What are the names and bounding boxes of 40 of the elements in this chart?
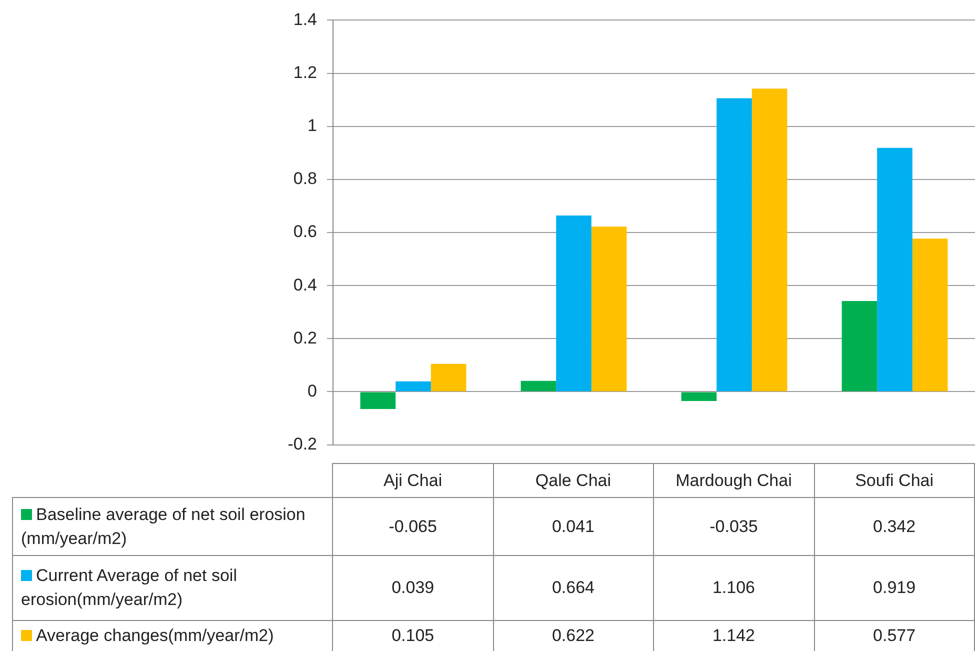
y-tick-label: 1	[308, 116, 317, 136]
bar	[520, 380, 556, 392]
legend-label: Current Average of net soil erosion(mm/year/m2)	[21, 566, 237, 609]
legend-label: Average changes(mm/year/m2)	[36, 626, 274, 645]
bar	[912, 238, 948, 392]
bar	[430, 364, 466, 392]
data-label: 0.039	[332, 556, 494, 620]
bar	[716, 98, 752, 392]
data-label: -0.065	[332, 498, 494, 556]
data-label: 1.142	[653, 620, 814, 651]
y-tick-label: 0	[308, 381, 317, 400]
bar	[396, 381, 431, 392]
data-label: -0.035	[653, 498, 814, 556]
bar	[877, 148, 912, 392]
y-tick-label: 0.4	[293, 275, 317, 294]
legend-label: Baseline average of net soil erosion (mm/year/m2)	[21, 504, 306, 548]
bar	[556, 216, 592, 392]
y-tick-label: 0.6	[293, 222, 317, 242]
bar	[360, 392, 396, 409]
bar	[591, 226, 627, 392]
x-tick-label: Soufi Chai	[814, 464, 974, 498]
data-label: 0.105	[332, 620, 494, 651]
bar	[681, 392, 717, 402]
x-tick-label: Qale Chai	[493, 464, 654, 498]
x-tick-label: Mardough Chai	[653, 464, 814, 498]
data-label: 0.041	[493, 498, 654, 556]
x-tick-label: Aji Chai	[332, 464, 494, 498]
y-tick-label: -0.2	[288, 434, 317, 454]
data-label: 0.664	[493, 556, 654, 620]
bar	[752, 88, 788, 392]
data-label: 1.106	[653, 556, 814, 620]
bar	[842, 300, 878, 392]
data-label: 0.577	[814, 620, 974, 651]
data-label: 0.342	[814, 498, 974, 556]
y-tick-label: 1.4	[293, 10, 317, 29]
data-label: 0.919	[814, 556, 974, 620]
y-tick-label: 1.2	[293, 62, 317, 82]
data-label: 0.622	[493, 620, 654, 651]
y-tick-label: 0.2	[293, 328, 317, 348]
y-tick-label: 0.8	[293, 169, 317, 188]
